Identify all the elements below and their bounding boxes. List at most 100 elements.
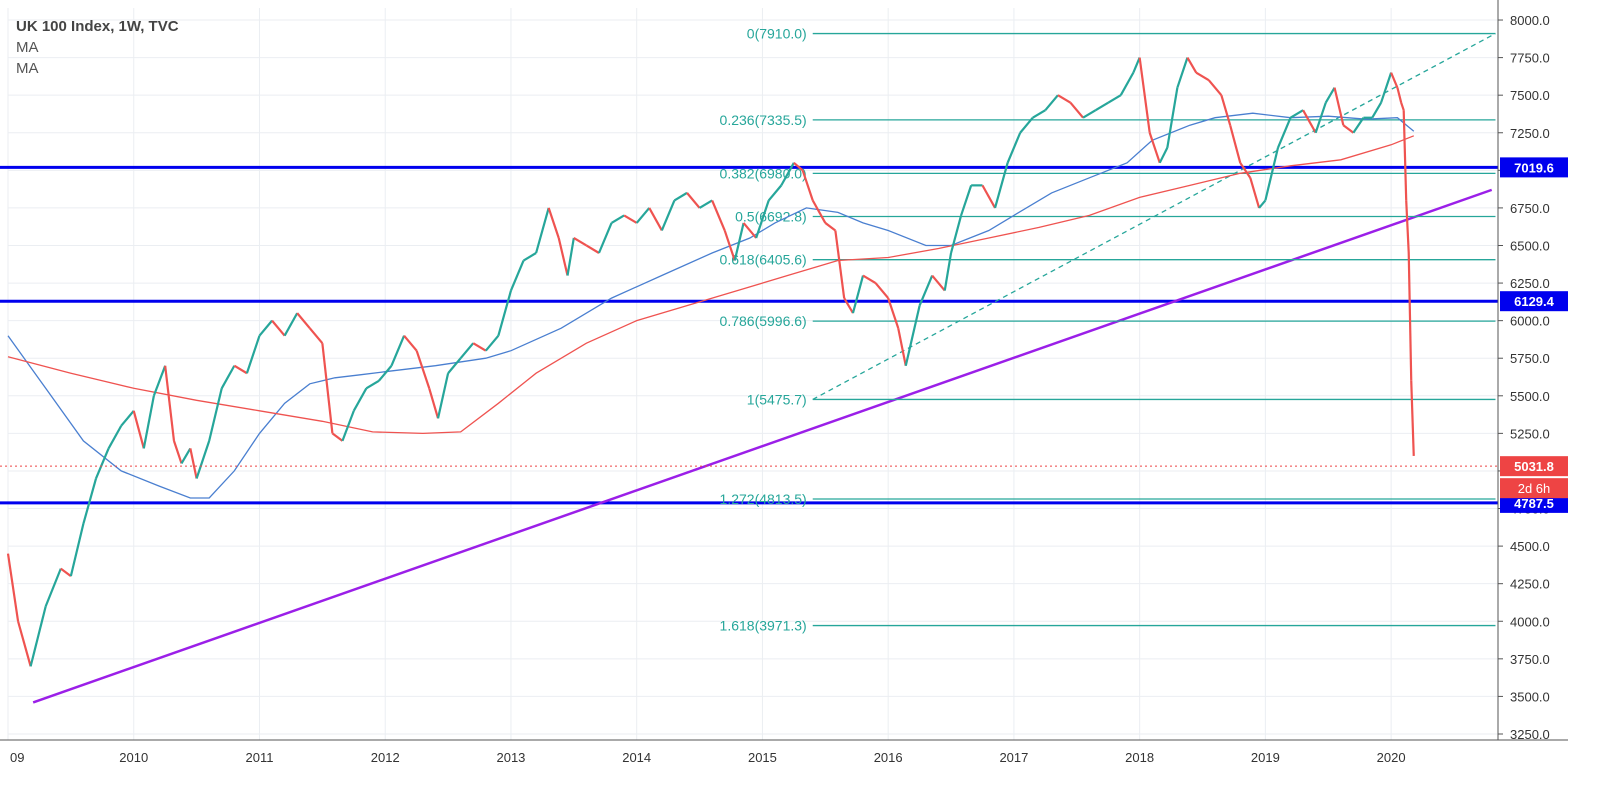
price-segment: [1107, 94, 1122, 104]
price-segment: [904, 305, 921, 366]
price-segment: [180, 447, 192, 464]
price-segment: [1082, 109, 1097, 119]
y-tick-label: 7750.0: [1510, 51, 1550, 66]
legend-ma-1[interactable]: MA: [16, 39, 39, 56]
price-segment: [95, 447, 110, 479]
level-price-label: 4787.5: [1514, 496, 1554, 511]
price-segment: [1249, 177, 1261, 209]
price-segment: [981, 184, 997, 209]
price-segment: [341, 410, 355, 442]
fibonacci-extension: 0(7910.0) 0.236(7335.5) 0.382(6980.0) 0.5(6…: [720, 26, 1496, 634]
price-segment: [767, 184, 783, 202]
price-segment: [365, 379, 380, 390]
price-segment: [1352, 117, 1365, 134]
price-segment: [120, 410, 135, 427]
price-segment: [509, 260, 525, 292]
y-tick-label: 3500.0: [1510, 689, 1550, 704]
x-tick-label: 2015: [748, 750, 777, 765]
price-segment: [1302, 109, 1317, 134]
price-segment: [472, 342, 487, 352]
price-segment: [331, 432, 344, 442]
price-segment: [1405, 200, 1410, 254]
fib-level-label: 1.272(4813.5): [720, 491, 807, 507]
price-segment: [1407, 252, 1413, 381]
price-segment: [390, 335, 406, 367]
price-segment: [897, 327, 907, 366]
y-tick-label: 4000.0: [1510, 614, 1550, 629]
price-segment: [943, 252, 953, 291]
x-tick-label: 2016: [874, 750, 903, 765]
price-segment: [960, 185, 973, 216]
trendline-layer: [32, 188, 1493, 704]
price-segment: [44, 568, 62, 607]
y-tick-label: 5750.0: [1510, 351, 1550, 366]
price-segment: [1371, 102, 1383, 119]
price-segment: [6, 553, 20, 622]
price-segment: [585, 244, 600, 254]
x-tick-label: 2019: [1251, 750, 1280, 765]
price-segment: [164, 365, 176, 442]
price-segment: [283, 312, 299, 337]
price-segment: [887, 297, 900, 329]
countdown-label-bg: [1500, 478, 1568, 499]
y-tick-label: 7250.0: [1510, 126, 1550, 141]
price-segment: [69, 523, 85, 577]
level-price-label: 6129.4: [1514, 294, 1555, 309]
y-tick-label: 5250.0: [1510, 426, 1550, 441]
price-segment: [993, 162, 1009, 209]
price-segment: [1138, 57, 1151, 133]
price-segment: [623, 214, 638, 224]
price-segment: [1380, 72, 1393, 104]
price-segment: [1019, 117, 1034, 134]
fib-level-label: 0.786(5996.6): [720, 313, 807, 329]
support-resistance-lines: [0, 165, 1498, 505]
fib-level-label: 0.618(6405.6): [720, 252, 807, 268]
price-segment: [1148, 132, 1161, 164]
ascending-trendline: [32, 188, 1493, 704]
x-tick-label: 2020: [1377, 750, 1406, 765]
level-price-label: 7019.6: [1514, 160, 1554, 175]
price-segment: [172, 440, 183, 464]
price-segment: [1220, 94, 1232, 126]
price-segment: [60, 567, 72, 578]
moving-average-line: [7, 112, 1415, 499]
x-tick-label: 2010: [119, 750, 148, 765]
price-segment: [1176, 57, 1189, 89]
price-segment: [698, 199, 713, 209]
legend: UK 100 Index, 1W, TVC MA MA: [16, 16, 179, 79]
y-tick-label: 7500.0: [1510, 88, 1550, 103]
y-tick-label: 6000.0: [1510, 314, 1550, 329]
price-segment: [245, 335, 261, 374]
fib-level-label: 0.382(6980.0): [720, 165, 807, 181]
price-segment: [742, 222, 757, 239]
price-segment: [132, 410, 145, 449]
price-segment: [1396, 87, 1403, 103]
price-segment: [711, 199, 726, 231]
price-segment: [258, 319, 273, 337]
price-segment: [862, 274, 877, 285]
price-segment: [1166, 87, 1179, 148]
legend-ma-2[interactable]: MA: [16, 60, 39, 77]
price-segment: [142, 395, 155, 449]
x-tick-label: 09: [10, 750, 24, 765]
price-segment: [949, 215, 963, 254]
price-segment: [1400, 102, 1405, 111]
price-segment: [874, 282, 890, 299]
price-segment: [1158, 147, 1169, 164]
price-segment: [1314, 102, 1327, 134]
price-segment: [610, 214, 625, 224]
price-segment: [1324, 87, 1336, 104]
price-segment: [686, 192, 701, 209]
grid: [7, 8, 1498, 740]
price-segment: [648, 207, 663, 231]
y-tick-label: 3750.0: [1510, 652, 1550, 667]
price-segment: [1119, 72, 1135, 96]
moving-average-line: [7, 135, 1415, 435]
price-segment: [723, 230, 736, 261]
x-tick-label: 2013: [496, 750, 525, 765]
fib-level-label: 1(5475.7): [747, 391, 807, 407]
price-segment: [415, 350, 431, 389]
price-segment: [1276, 117, 1292, 149]
